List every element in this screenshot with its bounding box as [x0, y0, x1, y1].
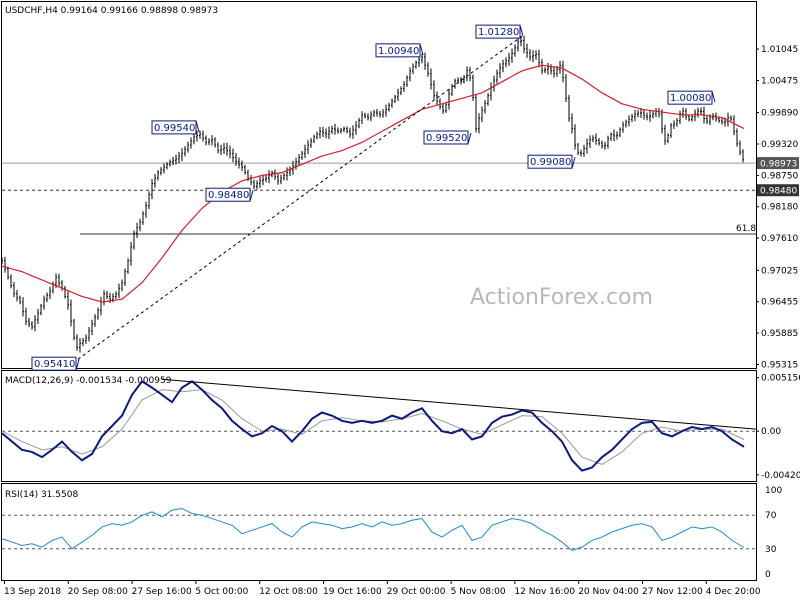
xtick-label-4: 12 Oct 08:00 — [259, 587, 318, 597]
price-tag-bg-0 — [757, 157, 799, 170]
callout-label-4: 0.99520 — [426, 133, 467, 144]
macd-signal-line — [1, 389, 745, 465]
callout-box-5 — [475, 24, 521, 39]
rsi-layer — [1, 507, 756, 552]
main-ytick-label-3: 0.99320 — [761, 140, 798, 150]
rsi-ytick-label-1: 70 — [765, 511, 777, 521]
callout-label-7: 1.00080 — [670, 93, 711, 104]
callout-box-4 — [423, 130, 469, 145]
xtick-label-1: 20 Sep 08:00 — [68, 587, 128, 597]
macd-ytick-label-1: 0.00 — [761, 427, 781, 437]
callout-leader-2 — [249, 190, 254, 202]
rsi-ytick-label-0: 100 — [765, 486, 782, 496]
xtick-label-9: 20 Nov 04:00 — [578, 587, 639, 597]
callout-box-3 — [375, 43, 421, 58]
main-ytick-label-0: 1.01045 — [761, 45, 798, 55]
xtick-label-10: 27 Nov 12:00 — [642, 587, 703, 597]
xtick-label-2: 27 Sep 16:00 — [132, 587, 192, 597]
callout-label-0: 0.95410 — [34, 359, 75, 370]
callout-box-0 — [31, 356, 77, 371]
callout-label-6: 0.99080 — [530, 157, 571, 168]
main-ytick-label-5: 0.98180 — [761, 203, 798, 213]
rsi-title: RSI(14) 31.5508 — [5, 490, 78, 500]
main-pane-frame — [1, 1, 757, 369]
callout-leader-7 — [711, 91, 716, 103]
rsi-ytick-label-2: 30 — [765, 545, 777, 555]
main-ytick-label-10: 0.95315 — [761, 360, 798, 370]
xtick-label-6: 29 Oct 00:00 — [387, 587, 446, 597]
rsi-ytick-label-3: 0 — [765, 570, 771, 580]
main-ytick-label-2: 0.99890 — [761, 109, 798, 119]
main-ytick-label-8: 0.96455 — [761, 298, 798, 308]
xtick-label-8: 12 Nov 16:00 — [514, 587, 575, 597]
axis-layer: 0.98973 0.98480 1.01045 1.00475 0.99890 0.993… — [4, 45, 800, 597]
rsi-pane-frame — [1, 483, 757, 581]
main-trend-line — [77, 35, 523, 360]
callout-label-5: 1.01280 — [478, 27, 519, 38]
xtick-label-7: 5 Nov 08:00 — [451, 587, 506, 597]
xtick-label-5: 19 Oct 16:00 — [323, 587, 382, 597]
fib-label: 61.8 — [736, 224, 756, 234]
main-ytick-label-6: 0.97610 — [761, 234, 798, 244]
macd-line — [1, 380, 745, 472]
main-ytick-label-9: 0.95885 — [761, 329, 798, 339]
callout-box-1 — [151, 120, 197, 135]
price-tag-bg-1 — [757, 184, 799, 197]
xtick-label-11: 4 Dec 20:00 — [706, 587, 761, 597]
rsi-line — [1, 507, 745, 552]
macd-layer — [1, 378, 757, 472]
callout-box-2 — [205, 187, 251, 202]
watermark: ActionForex.com — [470, 285, 653, 310]
main-ytick-label-7: 0.97025 — [761, 266, 798, 276]
main-ytick-label-4: 0.98750 — [761, 171, 798, 181]
main-chart-title: USDCHF,H4 0.99164 0.99166 0.98898 0.9897… — [5, 6, 218, 16]
main-price-layer: 61.8 0.95410 0.99540 0.98480 1.00940 0.99520 1… — [1, 24, 756, 371]
macd-title: MACD(12,26,9) -0.001534 -0.000959 — [5, 376, 172, 386]
callout-leader-0 — [75, 359, 80, 371]
callout-label-3: 1.00940 — [378, 46, 419, 57]
macd-trend-line — [161, 378, 757, 430]
callout-box-6 — [527, 154, 573, 169]
callout-leader-6 — [571, 157, 576, 169]
price-tag-0: 0.98973 — [760, 160, 797, 170]
macd-ytick-label-0: 0.005156 — [761, 374, 800, 384]
macd-pane-frame — [1, 370, 757, 482]
moving-average-line — [1, 64, 745, 303]
callout-label-2: 0.98480 — [208, 190, 249, 201]
macd-ytick-label-2: -0.004209 — [761, 471, 800, 481]
price-tag-1: 0.98480 — [760, 187, 797, 197]
callout-leader-5 — [519, 24, 524, 37]
callout-leader-4 — [467, 132, 472, 145]
callout-box-7 — [667, 90, 713, 105]
xtick-label-0: 13 Sep 2018 — [4, 587, 61, 597]
main-ytick-label-1: 1.00475 — [761, 76, 798, 86]
callout-leader-1 — [195, 120, 200, 133]
callout-leader-3 — [419, 43, 424, 55]
xtick-label-3: 5 Oct 00:00 — [195, 587, 248, 597]
callout-label-1: 0.99540 — [154, 123, 195, 134]
